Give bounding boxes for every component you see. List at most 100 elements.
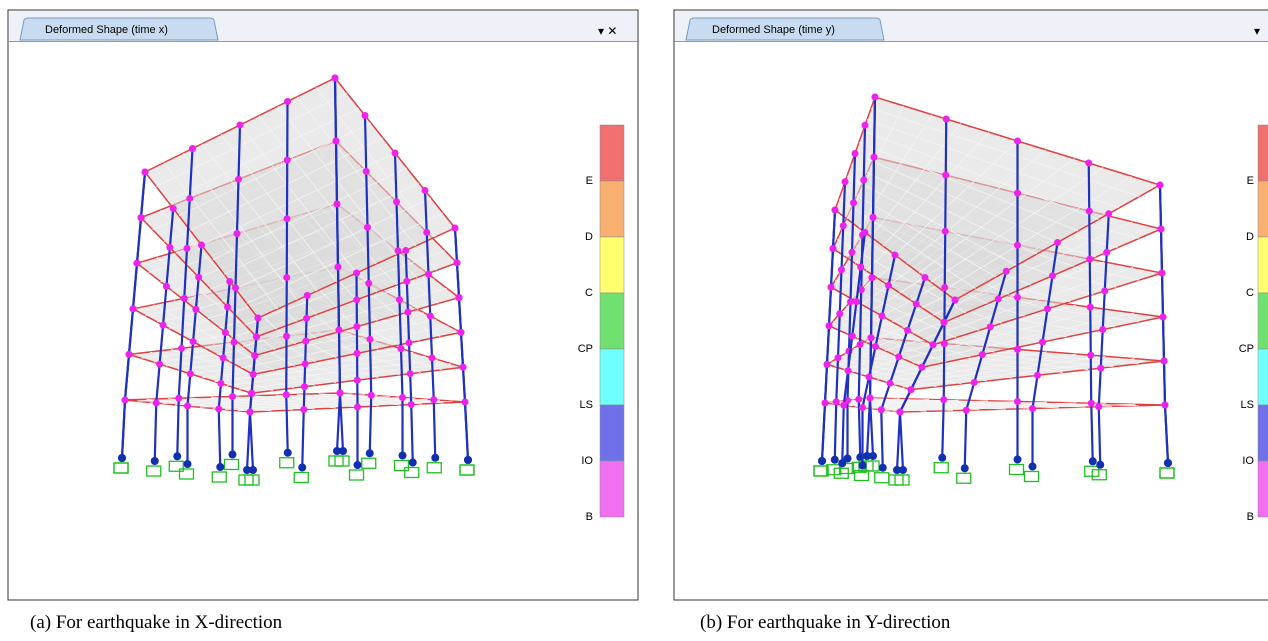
hinge — [878, 312, 886, 320]
support-joint — [899, 466, 907, 474]
hinge — [192, 305, 200, 313]
hinge — [867, 334, 875, 342]
hinge — [1087, 399, 1095, 407]
dropdown-icon[interactable]: ▾ — [1254, 24, 1260, 38]
hinge — [224, 303, 232, 311]
slab-grid — [239, 363, 451, 390]
support — [146, 465, 162, 477]
support — [238, 474, 254, 486]
slab-grid — [912, 312, 1134, 364]
support — [348, 469, 365, 481]
hinge — [300, 383, 308, 391]
hinge — [857, 263, 865, 271]
legend-label: D — [1246, 231, 1254, 243]
slab-grid — [858, 141, 1079, 232]
hinge — [453, 259, 461, 267]
hinge — [248, 389, 256, 397]
hinge — [821, 399, 829, 407]
hinge — [334, 263, 342, 271]
tab[interactable] — [685, 17, 885, 41]
hinge — [302, 337, 310, 345]
legend-swatch — [1257, 348, 1268, 406]
slab-grid — [244, 250, 446, 326]
hinge — [399, 394, 406, 401]
slab-grid — [862, 130, 1099, 220]
hinge — [423, 228, 431, 236]
hinge — [1014, 137, 1021, 145]
slab-grid — [860, 398, 1113, 407]
hinge — [235, 175, 242, 183]
hinge — [451, 224, 459, 232]
hinge — [232, 284, 239, 292]
hinge — [870, 153, 878, 161]
hinge — [886, 379, 894, 387]
hinge — [229, 393, 236, 400]
support-joint — [464, 456, 472, 464]
support-joint — [183, 460, 192, 468]
hinge — [405, 339, 413, 347]
support-joint — [1096, 460, 1105, 469]
slab-grid — [242, 287, 447, 347]
hinge — [169, 205, 177, 212]
support-joint — [173, 452, 182, 461]
support-joint — [1164, 459, 1172, 467]
support-joint — [1013, 455, 1022, 464]
legend-label: E — [586, 175, 593, 187]
support — [459, 464, 475, 476]
hinge — [233, 230, 241, 238]
hinge — [827, 283, 835, 291]
hinge — [970, 378, 978, 386]
hinge — [831, 206, 839, 214]
hinge — [331, 74, 339, 82]
hinge — [353, 296, 361, 304]
slab-grid — [932, 221, 1133, 316]
hinge — [402, 247, 410, 254]
hinge — [186, 370, 194, 378]
support-joint — [298, 463, 307, 472]
hinge — [1014, 293, 1021, 301]
hinge — [860, 176, 868, 184]
hinge — [353, 349, 361, 357]
hinge — [461, 398, 469, 406]
hinge — [152, 399, 160, 407]
legend-swatch — [599, 292, 625, 350]
hinge — [940, 396, 948, 404]
hinge — [1105, 210, 1113, 218]
tab[interactable] — [19, 17, 219, 41]
hinge — [303, 292, 311, 299]
hinge — [365, 279, 373, 287]
hinge — [336, 389, 344, 397]
legend-label: D — [585, 231, 593, 243]
support — [426, 462, 442, 474]
support-joint — [365, 449, 374, 458]
hinge — [1086, 303, 1094, 311]
support — [933, 462, 949, 474]
slab-grid — [894, 140, 1018, 256]
hinge — [825, 322, 833, 330]
support-joint — [869, 452, 877, 460]
slab-grid — [275, 394, 401, 406]
support — [813, 465, 829, 477]
hinge — [942, 115, 950, 123]
hinge — [366, 335, 374, 343]
legend-swatch — [1257, 180, 1268, 238]
hinge — [907, 386, 915, 394]
hinge — [425, 270, 432, 278]
hinge — [868, 274, 876, 282]
slab-grid — [870, 107, 1140, 197]
hinge — [1034, 371, 1041, 379]
hinge — [856, 340, 864, 348]
hinge — [189, 338, 197, 346]
hinge — [284, 98, 291, 105]
legend-swatch — [599, 404, 625, 462]
hinge — [125, 350, 133, 358]
hinge — [457, 328, 465, 336]
hinge — [162, 282, 170, 290]
hinge — [396, 296, 403, 304]
legend-label: IO — [1242, 455, 1254, 467]
hinge — [1157, 225, 1165, 233]
dropdown-icon[interactable]: ▾ ✕ — [598, 24, 617, 38]
hinge — [195, 273, 203, 281]
hinge — [353, 323, 361, 331]
